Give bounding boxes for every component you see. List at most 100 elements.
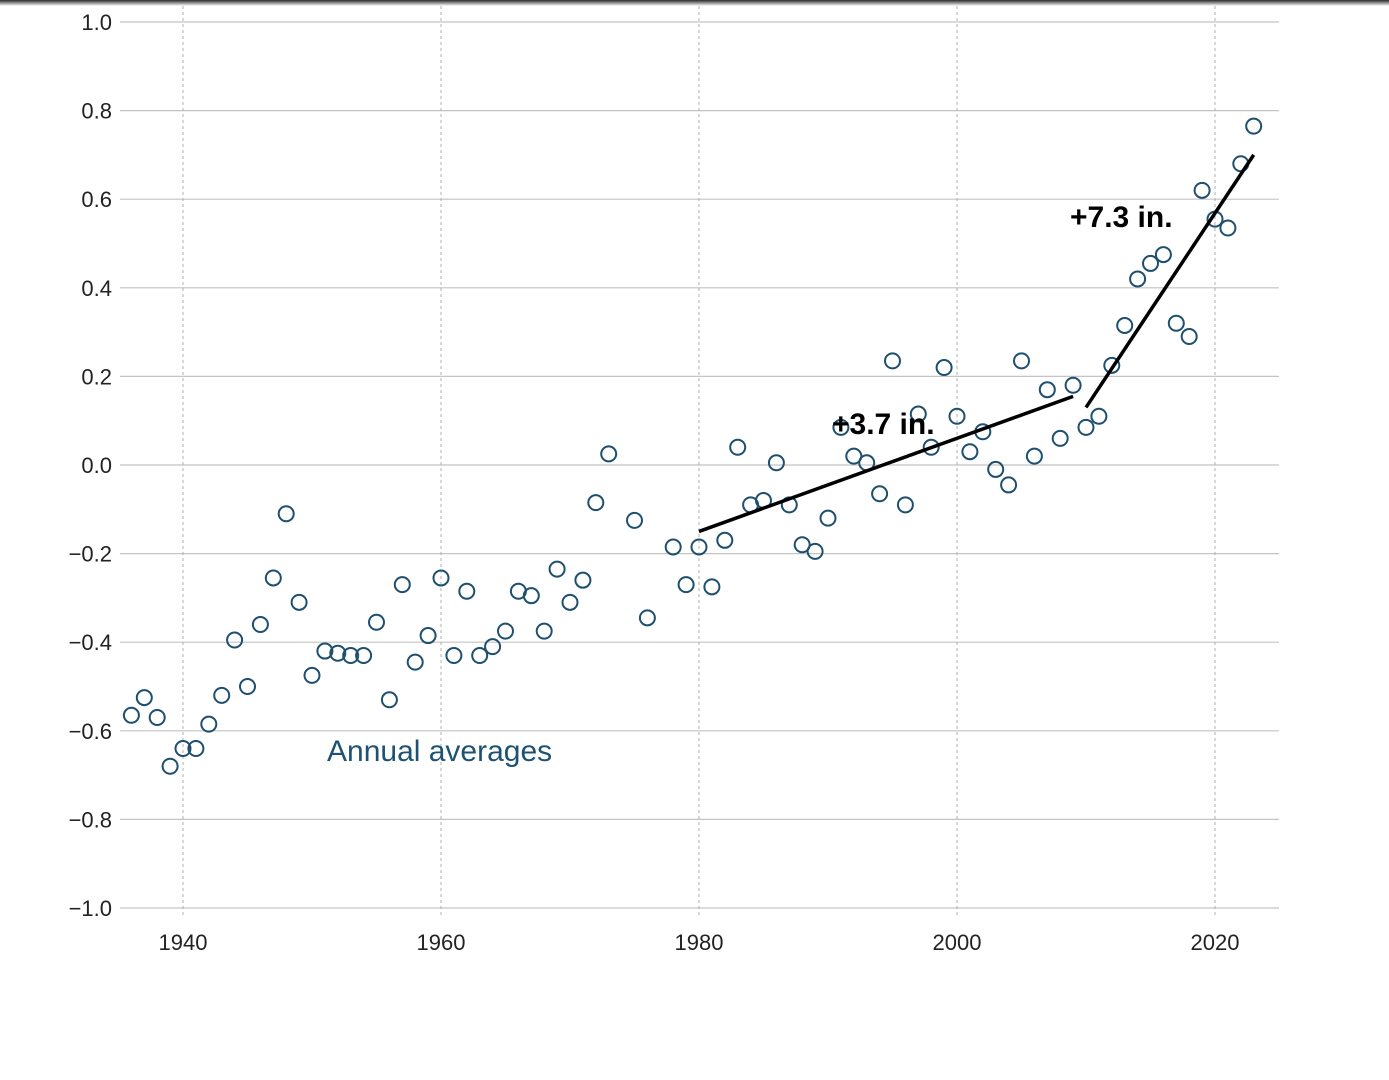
x-tick-label: 1940 (159, 930, 208, 955)
data-point (1000, 476, 1018, 494)
data-point (213, 686, 231, 704)
data-point (716, 531, 734, 549)
data-point (535, 622, 553, 640)
data-point (484, 638, 502, 656)
data-point (161, 757, 179, 775)
data-point (935, 359, 953, 377)
x-tick-label: 2000 (933, 930, 982, 955)
data-point (600, 445, 618, 463)
data-point (884, 352, 901, 370)
data-point (1219, 219, 1237, 237)
data-point (1116, 316, 1134, 334)
data-point (290, 593, 308, 611)
vertical-gridlines (182, 6, 1216, 918)
data-point (329, 644, 347, 662)
data-point (574, 571, 592, 589)
data-point (664, 538, 682, 556)
data-point (264, 569, 282, 587)
data-point (187, 740, 205, 758)
data-point (909, 405, 927, 423)
data-point (948, 407, 966, 425)
data-point (987, 460, 1005, 478)
data-point (1142, 254, 1159, 272)
x-axis-tick-labels: 1940 1960 1980 2000 2020 (159, 930, 1240, 955)
horizontal-gridlines (120, 21, 1279, 909)
y-axis-tick-labels: 1.0 0.8 0.6 0.4 0.2 0.0 −0.2 −0.4 −0.6 −0.8 −1.0 (69, 10, 112, 921)
data-point (1103, 356, 1121, 374)
data-point (729, 438, 747, 456)
data-point (1025, 447, 1043, 465)
data-point (458, 582, 476, 600)
data-point (832, 418, 850, 436)
data-point (1154, 246, 1172, 264)
data-point (961, 443, 979, 461)
data-point (406, 653, 424, 671)
data-point (1077, 418, 1095, 436)
trend-lines (698, 153, 1256, 534)
trend-line (698, 394, 1074, 534)
data-point (922, 438, 940, 456)
data-point (1129, 270, 1147, 288)
data-point (432, 569, 450, 587)
data-point (471, 646, 489, 664)
data-point (845, 447, 863, 465)
data-point (1090, 407, 1108, 425)
data-point (135, 689, 153, 707)
data-point (303, 666, 321, 684)
data-point (277, 505, 295, 523)
data-point (896, 496, 914, 514)
y-tick-label: 0.6 (81, 187, 112, 212)
y-tick-label: 0.2 (81, 364, 112, 389)
data-point (871, 485, 889, 503)
data-point (703, 578, 721, 596)
y-tick-label: −0.6 (69, 719, 112, 744)
y-tick-label: 0.8 (81, 99, 112, 124)
y-tick-label: 0.4 (81, 276, 112, 301)
data-point (251, 615, 269, 633)
y-tick-label: −0.4 (69, 630, 112, 655)
data-point (497, 622, 514, 640)
data-point (355, 646, 373, 664)
data-point (1013, 352, 1030, 370)
y-tick-label: 0.0 (81, 453, 112, 478)
data-points (122, 117, 1263, 775)
x-tick-label: 2020 (1191, 930, 1240, 955)
data-point (200, 715, 218, 733)
y-tick-label: 1.0 (81, 10, 112, 35)
data-point (1064, 376, 1082, 394)
data-point (445, 646, 463, 664)
data-point (677, 576, 695, 594)
data-point (587, 494, 605, 512)
data-point (316, 642, 334, 660)
data-point (638, 609, 656, 627)
data-point (548, 560, 566, 578)
data-point (522, 587, 540, 605)
data-point (368, 613, 385, 631)
data-point (1038, 381, 1056, 399)
data-point (1051, 429, 1069, 447)
data-point (806, 542, 824, 560)
trend-label: +3.7 in. (832, 408, 935, 441)
data-point (122, 706, 140, 724)
x-tick-label: 1960 (417, 930, 466, 955)
y-tick-label: −0.2 (69, 542, 112, 567)
y-tick-label: −0.8 (69, 807, 112, 832)
data-point (1193, 181, 1211, 199)
data-point (819, 509, 837, 527)
data-point (1180, 328, 1198, 346)
data-point (174, 740, 192, 758)
data-point (767, 454, 785, 472)
x-tick-label: 1980 (675, 930, 724, 955)
trend-label: +7.3 in. (1070, 201, 1173, 234)
data-point (239, 678, 256, 695)
data-point (690, 538, 708, 556)
annotations: +3.7 in. +7.3 in. Annual averages (327, 201, 1173, 768)
data-point (1245, 117, 1263, 135)
window-top-edge (0, 0, 1389, 6)
trend-line (1084, 153, 1256, 409)
data-point (380, 691, 398, 709)
data-point (148, 709, 166, 727)
series-label: Annual averages (327, 735, 552, 768)
data-point (419, 627, 437, 645)
